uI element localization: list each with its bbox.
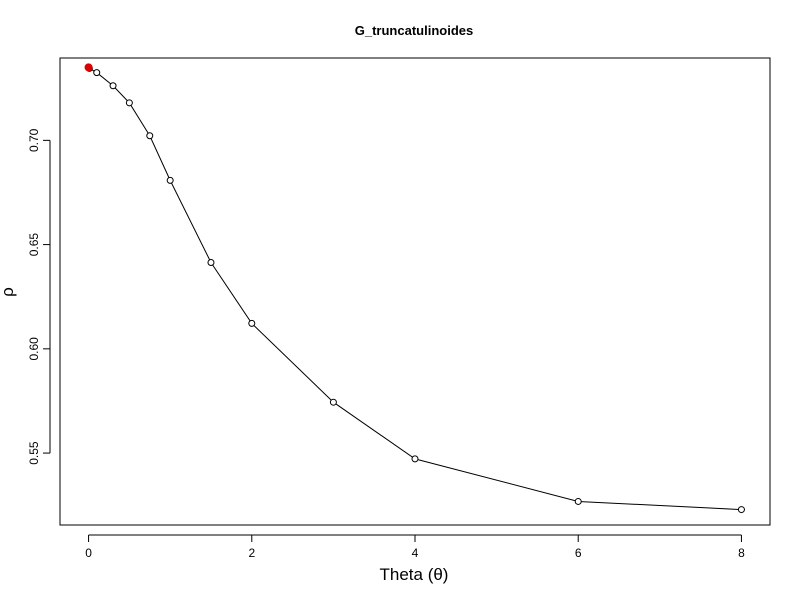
data-point — [166, 176, 174, 184]
x-axis-label: Theta (θ) — [380, 565, 449, 584]
plot-area-frame — [59, 57, 771, 526]
data-point — [411, 455, 419, 463]
series-layer — [84, 63, 745, 514]
data-point — [93, 69, 101, 77]
y-tick-label: 0.70 — [27, 128, 41, 152]
data-point — [109, 82, 117, 90]
x-tick-label: 8 — [738, 546, 745, 560]
y-tick-label: 0.60 — [27, 337, 41, 361]
highlight-point — [84, 63, 93, 72]
chart-title: G_truncatulinoides — [355, 23, 473, 38]
data-point — [146, 132, 154, 140]
y-tick-label: 0.55 — [27, 441, 41, 465]
data-point — [248, 319, 256, 327]
x-axis: 0 2 4 6 8 — [85, 534, 745, 560]
y-axis: 0.55 0.60 0.65 0.70 — [27, 128, 51, 465]
y-tick-label: 0.65 — [27, 233, 41, 257]
x-tick-label: 2 — [248, 546, 255, 560]
data-point — [207, 259, 215, 267]
x-tick-label: 4 — [412, 546, 419, 560]
x-tick-label: 6 — [575, 546, 582, 560]
data-point — [737, 506, 745, 514]
data-point — [125, 99, 133, 107]
data-point — [329, 398, 337, 406]
x-tick-label: 0 — [85, 546, 92, 560]
series-line — [89, 67, 742, 511]
data-point — [574, 497, 582, 505]
y-axis-label: ρ — [0, 287, 17, 297]
